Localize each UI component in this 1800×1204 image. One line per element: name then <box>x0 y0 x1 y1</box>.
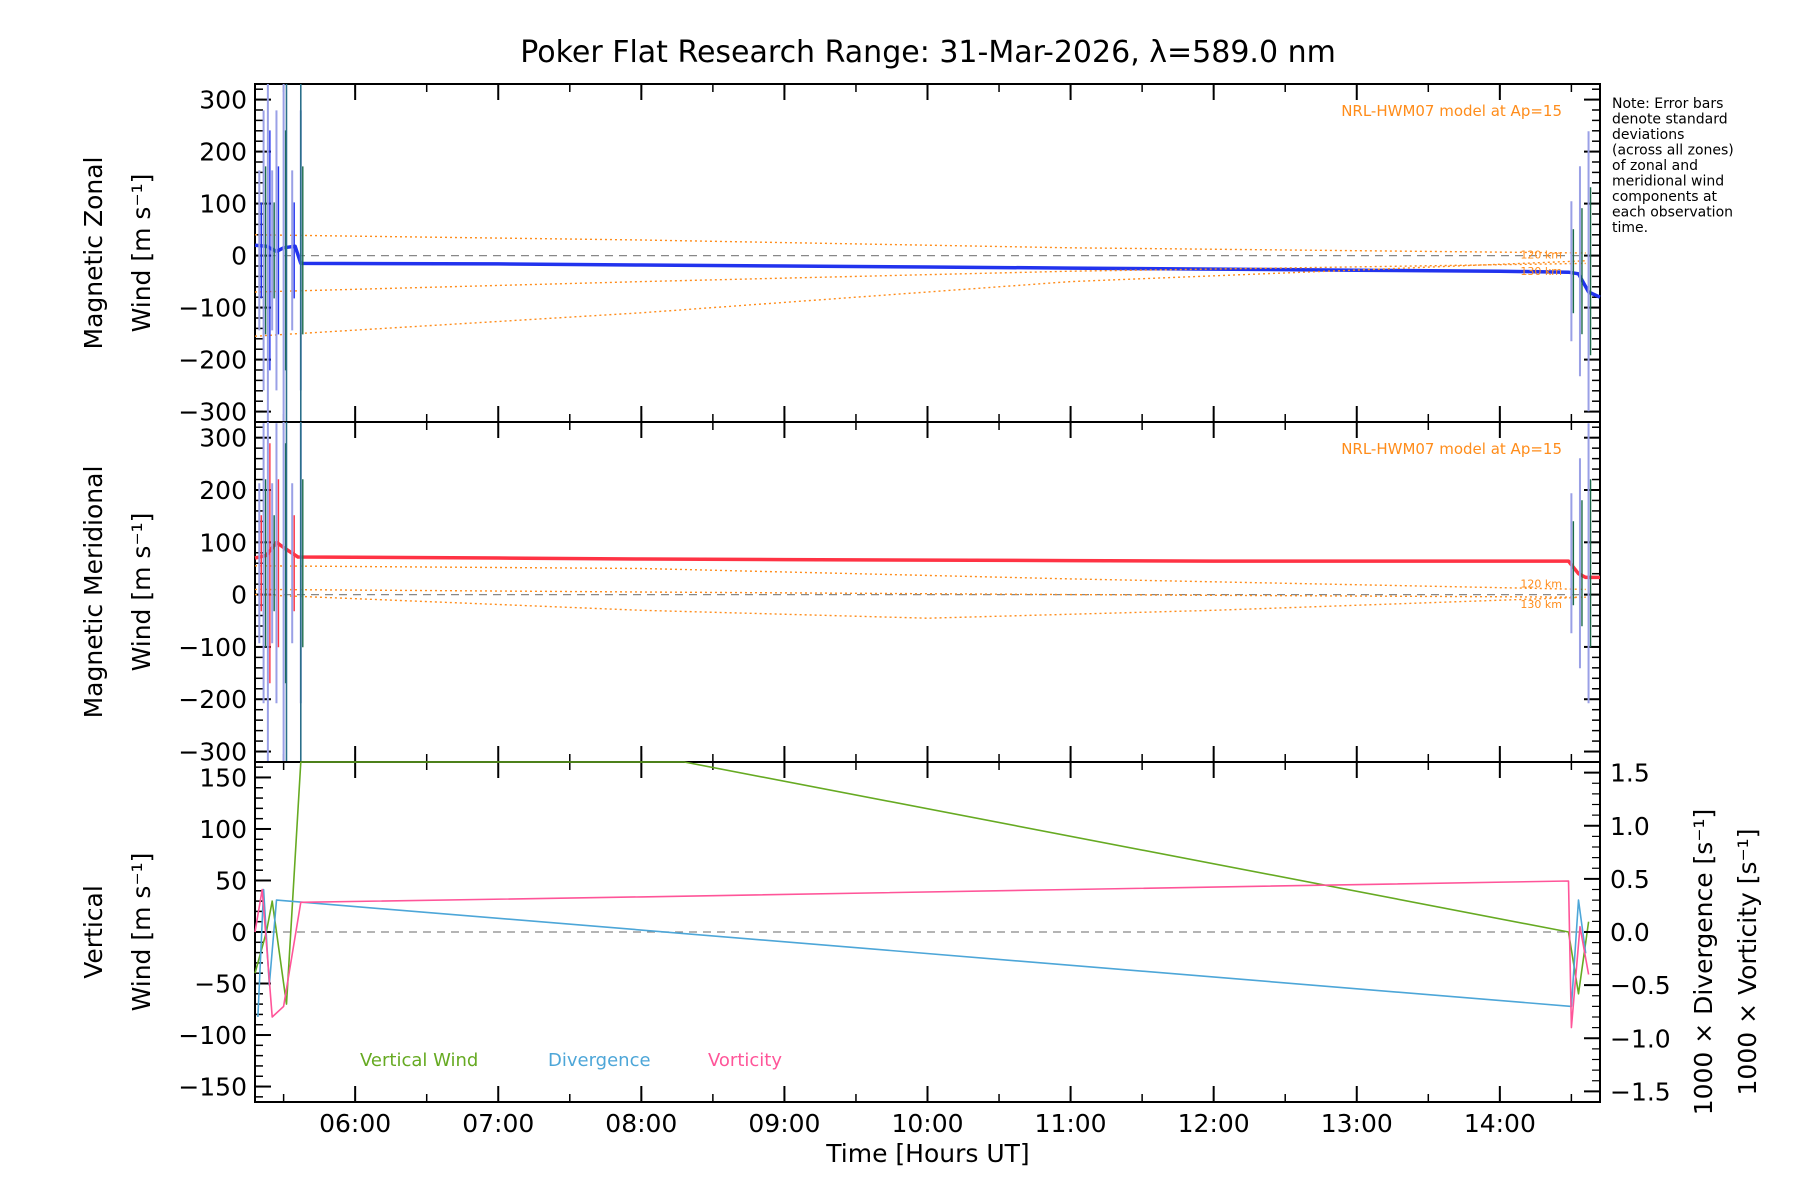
x-tick-label: 13:00 <box>1321 1109 1393 1138</box>
series-line-divergence <box>257 888 1587 1018</box>
series-line-magnetic-zonal-wind <box>254 243 1601 299</box>
y-tick-label: 200 <box>199 138 247 167</box>
y-tick-label: 0 <box>231 242 247 271</box>
x-tick-label: 10:00 <box>891 1109 963 1138</box>
x-axis-label: Time [Hours UT] <box>825 1139 1029 1168</box>
chart-title: Poker Flat Research Range: 31-Mar-2026, … <box>520 35 1336 70</box>
y2-tick-label: −0.5 <box>1610 971 1671 1000</box>
altitude-label: 120 km <box>1520 249 1562 262</box>
y-tick-label: −200 <box>178 685 247 714</box>
altitude-label: 120 km <box>1520 577 1562 590</box>
panel-meridional_panel: 300 200 100 0 −100 −200 −300 NRL-HWM07 model at… <box>79 421 1601 767</box>
y2-tick-label: 0.5 <box>1610 865 1650 894</box>
note-line: meridional wind <box>1612 174 1724 190</box>
y-tick-label: −300 <box>178 398 247 427</box>
y-tick-label: −200 <box>178 346 247 375</box>
y-axis-label-line1: Magnetic Zonal <box>79 157 108 350</box>
y2-tick-label: 1.5 <box>1610 759 1650 788</box>
series-line-model-120-km <box>254 565 1586 591</box>
y2-tick-label: −1.5 <box>1610 1077 1671 1106</box>
y-tick-label: 50 <box>215 866 247 895</box>
legend-item: Vertical Wind <box>360 1050 478 1071</box>
y-tick-label: 200 <box>199 476 247 505</box>
x-tick-label: 08:00 <box>605 1109 677 1138</box>
y-tick-label: 300 <box>199 424 247 453</box>
y-tick-label: 100 <box>199 190 247 219</box>
y-axis-label-line2: Wind [m s⁻¹] <box>127 853 156 1012</box>
series-line-model-lower <box>254 260 1586 337</box>
series-line-vertical-wind <box>254 761 1590 1005</box>
note-line: each observation <box>1612 205 1733 221</box>
y2-tick-label: 1.0 <box>1610 812 1650 841</box>
x-tick-label: 14:00 <box>1464 1109 1536 1138</box>
series-line-model-130-km <box>254 262 1586 293</box>
y2-axis-label-divergence: 1000 × Divergence [s⁻¹] <box>1689 809 1718 1116</box>
y-tick-label: 0 <box>231 581 247 610</box>
series-line-magnetic-meridional-wind <box>254 540 1600 580</box>
altitude-label: 130 km <box>1520 265 1562 278</box>
note-line: time. <box>1612 220 1648 236</box>
model-label: NRL-HWM07 model at Ap=15 <box>1341 440 1562 458</box>
legend-item: Vorticity <box>708 1050 782 1071</box>
panels: 300 200 100 0 −100 −200 −300 NRL-HWM07 model at… <box>79 83 1762 1138</box>
series-line-vorticity <box>254 880 1590 1029</box>
y-axis-label-line2: Wind [m s⁻¹] <box>127 174 156 333</box>
y-tick-label: −300 <box>178 738 247 767</box>
x-tick-label: 09:00 <box>748 1109 820 1138</box>
series-line-model-130-km <box>254 588 1586 598</box>
y-tick-label: −100 <box>178 294 247 323</box>
note-line: of zonal and <box>1612 158 1698 174</box>
y-tick-label: 150 <box>199 763 247 792</box>
y-tick-label: −100 <box>178 633 247 662</box>
y-tick-label: −100 <box>178 1021 247 1050</box>
y-tick-label: 100 <box>199 528 247 557</box>
note-line: denote standard <box>1612 112 1728 128</box>
panel-vertical_panel: 150 100 50 0 −50 −100 −150 Vertical Wind [m s⁻¹]… <box>79 759 1762 1116</box>
y-axis-label-line1: Vertical <box>79 885 108 979</box>
y-tick-label: 100 <box>199 815 247 844</box>
note-line: (across all zones) <box>1612 143 1734 159</box>
note-line: components at <box>1612 189 1718 205</box>
x-tick-label: 11:00 <box>1035 1109 1107 1138</box>
y2-tick-label: 0.0 <box>1610 918 1650 947</box>
legend-item: Divergence <box>548 1050 651 1071</box>
series-line-model-lower <box>254 593 1586 619</box>
altitude-label: 130 km <box>1520 598 1562 611</box>
note-line: deviations <box>1612 127 1684 143</box>
x-tick-label: 06:00 <box>319 1109 391 1138</box>
x-tick-label: 12:00 <box>1178 1109 1250 1138</box>
y-tick-label: −150 <box>178 1073 247 1102</box>
y-tick-label: 300 <box>199 86 247 115</box>
panel-frame <box>254 421 1601 763</box>
x-tick-label: 07:00 <box>462 1109 534 1138</box>
note-line: Note: Error bars <box>1612 96 1723 112</box>
series-line-model-120-km <box>254 234 1586 254</box>
y2-tick-label: −1.0 <box>1610 1024 1671 1053</box>
panel-frame <box>254 83 1601 423</box>
y-axis-label-line2: Wind [m s⁻¹] <box>127 513 156 672</box>
y2-axis-label-vorticity: 1000 × Vorticity [s⁻¹] <box>1733 829 1762 1096</box>
model-label: NRL-HWM07 model at Ap=15 <box>1341 102 1562 120</box>
panel-zonal_panel: 300 200 100 0 −100 −200 −300 NRL-HWM07 model at… <box>79 83 1601 427</box>
y-tick-label: 0 <box>231 918 247 947</box>
y-tick-label: −50 <box>194 970 247 999</box>
y-axis-label-line1: Magnetic Meridional <box>79 466 108 719</box>
